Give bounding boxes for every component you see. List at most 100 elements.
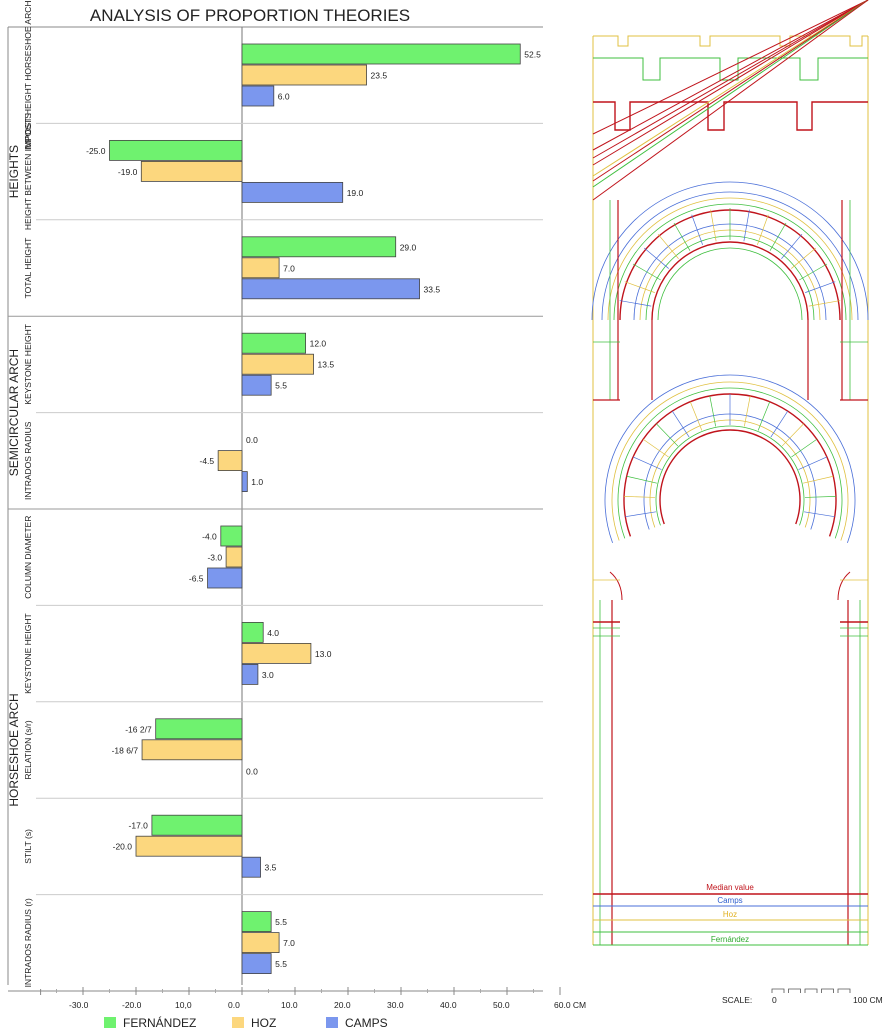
scale-tick xyxy=(788,988,801,993)
bar xyxy=(241,953,272,974)
crenellation-median xyxy=(593,101,868,131)
horseshoe-curve xyxy=(649,419,811,528)
horseshoe-curve xyxy=(611,381,849,541)
category-label: TOTAL HEIGHT xyxy=(23,238,33,299)
voussoir-line xyxy=(691,214,703,245)
bar xyxy=(241,471,248,493)
legend-swatch xyxy=(326,1017,338,1028)
data-label: 5.5 xyxy=(275,959,287,969)
category-label-group: STILT (s) xyxy=(23,829,33,864)
data-label: -16 2/7 xyxy=(125,724,152,734)
voussoir-line xyxy=(799,263,828,281)
horseshoe-curve xyxy=(643,413,817,530)
voussoir-line xyxy=(642,438,669,458)
legend-label: HOZ xyxy=(251,1016,276,1030)
voussoir-line xyxy=(656,423,679,447)
horseshoe-curve xyxy=(659,429,801,525)
x-tick-label: 50.0 xyxy=(493,1000,510,1010)
bar xyxy=(151,814,243,836)
x-tick-label: 10.0 xyxy=(281,1000,298,1010)
band-line xyxy=(592,0,869,182)
data-label: 23.5 xyxy=(371,71,388,81)
voussoir-line xyxy=(657,233,679,259)
voussoir-line xyxy=(757,401,771,431)
data-label: 3.0 xyxy=(262,670,274,680)
category-label: STILT (s) xyxy=(23,829,33,864)
impost-curve xyxy=(837,571,851,601)
horseshoe-curve xyxy=(604,374,856,543)
legend-swatch xyxy=(104,1017,116,1028)
bar xyxy=(135,835,243,857)
upper-arch-curve xyxy=(657,247,803,321)
bar xyxy=(241,932,280,953)
category-label: HEIGHT BETWEEN IMPOSTS xyxy=(23,113,33,230)
scale-bar: SCALE: 0 100 CM xyxy=(722,988,883,1005)
data-label: 7.0 xyxy=(283,938,295,948)
bar xyxy=(241,85,275,107)
voussoir-line xyxy=(626,475,657,484)
legend-swatch xyxy=(232,1017,244,1028)
voussoir-line xyxy=(770,410,789,438)
voussoir-line xyxy=(673,222,691,251)
voussoir-line xyxy=(781,423,804,447)
upper-arch-curve xyxy=(591,181,869,321)
voussoir-line xyxy=(619,300,652,307)
category-label: IMPOST HEIGHT HORSESHOE ARCH xyxy=(23,0,33,149)
data-label: 6.0 xyxy=(278,92,290,102)
voussoir-line xyxy=(632,263,661,281)
upper-arch-curve xyxy=(613,203,847,321)
bar xyxy=(241,332,306,354)
category-label-group: KEYSTONE HEIGHT xyxy=(23,613,33,694)
voussoir-line xyxy=(804,511,835,518)
drawing-label: Fernández xyxy=(711,935,749,944)
x-tick-label: 10,0 xyxy=(175,1000,192,1010)
category-label-group: KEYSTONE HEIGHT xyxy=(23,324,33,405)
bar xyxy=(109,139,243,161)
bar xyxy=(220,525,243,547)
legend-label: CAMPS xyxy=(345,1016,388,1030)
voussoir-line xyxy=(624,281,655,293)
bar xyxy=(241,856,261,878)
voussoir-line xyxy=(643,247,669,269)
upper-arch-curve xyxy=(601,191,859,321)
band-line xyxy=(592,0,869,135)
voussoir-line xyxy=(798,456,828,470)
x-tick-label: 0.0 xyxy=(228,1000,240,1010)
category-label: INTRADOS RADIUS xyxy=(23,421,33,500)
data-label: 5.5 xyxy=(275,381,287,391)
bar xyxy=(141,739,243,761)
bar xyxy=(241,64,367,86)
data-label: 19.0 xyxy=(347,188,364,198)
category-label-group: IMPOST HEIGHT HORSESHOE ARCH xyxy=(23,0,33,149)
category-label: COLUMN DIAMETER xyxy=(23,516,33,599)
voussoir-line xyxy=(805,281,836,293)
scale-tick xyxy=(771,988,785,993)
group-label-group: SEMICIRCULAR ARCH xyxy=(7,349,21,476)
voussoir-line xyxy=(808,300,841,307)
group-label: SEMICIRCULAR ARCH xyxy=(7,349,21,476)
voussoir-line xyxy=(743,395,751,427)
x-tick-label: 30.0 xyxy=(387,1000,404,1010)
horseshoe-curve xyxy=(623,393,837,537)
voussoir-line xyxy=(709,395,717,427)
data-label: 29.0 xyxy=(400,242,417,252)
bar xyxy=(155,718,243,740)
category-label-group: RELATION (s/r) xyxy=(23,720,33,780)
bar xyxy=(241,664,259,685)
bar xyxy=(241,911,272,932)
bar xyxy=(241,643,312,664)
group-label: HEIGHTS xyxy=(7,145,21,198)
bar xyxy=(225,546,243,568)
band-line xyxy=(592,0,869,151)
chart-title: ANALYSIS OF PROPORTION THEORIES xyxy=(90,6,410,25)
category-label: KEYSTONE HEIGHT xyxy=(23,324,33,405)
legend-label: FERNÁNDEZ xyxy=(123,1015,196,1030)
voussoir-line xyxy=(743,209,750,242)
x-tick-label: -20.0 xyxy=(122,1000,142,1010)
scale-tick xyxy=(821,988,834,993)
horseshoe-curve xyxy=(655,425,805,526)
data-label: -19.0 xyxy=(118,167,138,177)
x-tick-label: 20.0 xyxy=(334,1000,351,1010)
data-label: -25.0 xyxy=(86,146,106,156)
